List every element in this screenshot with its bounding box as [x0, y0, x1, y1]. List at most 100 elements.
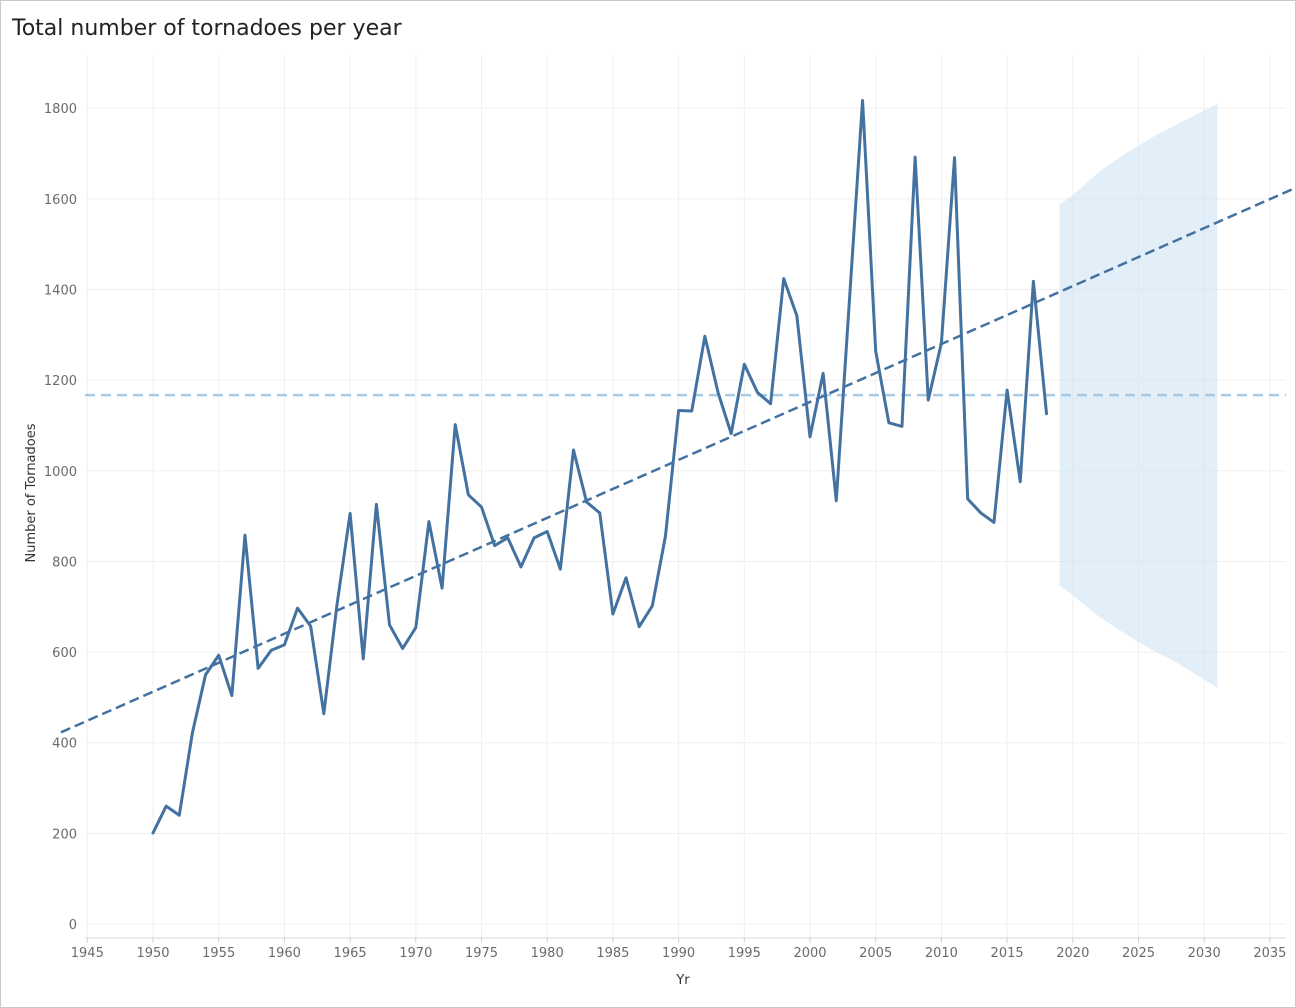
x-tick-label: 1985 [596, 946, 629, 961]
x-tick-label: 1965 [334, 946, 367, 961]
data-point [441, 587, 444, 590]
x-tick-label: 1955 [202, 946, 235, 961]
y-axis-title: Number of Tornadoes [24, 423, 39, 562]
y-tick-label: 200 [52, 827, 77, 842]
forecast-band-layer [1059, 103, 1218, 688]
x-tick-label: 2030 [1188, 946, 1221, 961]
data-point [322, 712, 325, 715]
data-point [717, 391, 720, 394]
data-point [638, 625, 641, 628]
data-point [966, 497, 969, 500]
data-point [1045, 412, 1048, 415]
data-point [283, 643, 286, 646]
data-point [690, 409, 693, 412]
data-point [651, 604, 654, 607]
data-point [782, 277, 785, 280]
y-tick-label: 1000 [44, 465, 77, 480]
data-point [756, 391, 759, 394]
x-tick-label: 2005 [859, 946, 892, 961]
data-point [795, 314, 798, 317]
data-point [900, 425, 903, 428]
x-tick-label: 2015 [991, 946, 1024, 961]
data-point [887, 421, 890, 424]
data-point [730, 432, 733, 435]
data-point [427, 520, 430, 523]
y-tick-label: 1800 [44, 102, 77, 117]
data-point [519, 565, 522, 568]
data-point [230, 694, 233, 697]
data-point [874, 350, 877, 353]
x-tick-label: 1950 [136, 946, 169, 961]
data-point [349, 512, 352, 515]
data-point [585, 501, 588, 504]
y-tick-label: 800 [52, 555, 77, 570]
data-point [953, 156, 956, 159]
data-point [848, 299, 851, 302]
data-point [979, 511, 982, 514]
forecast-band [1059, 103, 1218, 688]
x-tick-label: 1945 [71, 946, 104, 961]
data-point [335, 603, 338, 606]
data-point [914, 156, 917, 159]
x-tick-label: 1995 [728, 946, 761, 961]
x-axis-title: Yr [675, 973, 690, 988]
x-tick-label: 2000 [793, 946, 826, 961]
data-point [546, 530, 549, 533]
data-point [362, 657, 365, 660]
data-point [191, 731, 194, 734]
data-point [611, 613, 614, 616]
data-point [165, 805, 168, 808]
series-layer [151, 99, 1049, 835]
data-point [1032, 280, 1035, 283]
data-point [861, 99, 864, 102]
x-tick-label: 2035 [1253, 946, 1286, 961]
y-tick-label: 1200 [44, 374, 77, 389]
data-point [822, 372, 825, 375]
data-point [375, 503, 378, 506]
x-tick-label: 2025 [1122, 946, 1155, 961]
data-point [506, 536, 509, 539]
data-point [940, 341, 943, 344]
x-tick-label: 1980 [531, 946, 564, 961]
x-tick-label: 2010 [925, 946, 958, 961]
data-point [467, 493, 470, 496]
data-point [309, 625, 312, 628]
data-point [664, 535, 667, 538]
y-tick-label: 1600 [44, 193, 77, 208]
y-tick-label: 600 [52, 646, 77, 661]
data-point [769, 402, 772, 405]
y-tick-label: 400 [52, 737, 77, 752]
data-point [559, 568, 562, 571]
data-point [270, 649, 273, 652]
data-point [992, 521, 995, 524]
data-point [257, 667, 260, 670]
x-axis-ticks: 1945 1950 1955 1960 1965 1970 1975 1980 1985 1990… [71, 938, 1286, 961]
x-tick-label: 1960 [268, 946, 301, 961]
data-point [178, 814, 181, 817]
chart-title: Total number of tornadoes per year [12, 16, 402, 41]
data-point [204, 673, 207, 676]
data-point [414, 626, 417, 629]
series-line [151, 99, 1049, 835]
data-point [1019, 480, 1022, 483]
data-point [598, 511, 601, 514]
data-point [572, 448, 575, 451]
data-point [625, 576, 628, 579]
data-point [217, 654, 220, 657]
data-point [677, 409, 680, 412]
data-point [152, 831, 155, 834]
data-point [480, 506, 483, 509]
data-point [296, 607, 299, 610]
data-point [401, 647, 404, 650]
y-tick-label: 1400 [44, 284, 77, 299]
data-point [493, 544, 496, 547]
x-tick-label: 1990 [662, 946, 695, 961]
data-point [743, 363, 746, 366]
data-point [533, 536, 536, 539]
x-tick-label: 1975 [465, 946, 498, 961]
data-point [1006, 389, 1009, 392]
y-tick-label: 0 [69, 918, 77, 933]
data-point [454, 423, 457, 426]
x-tick-label: 2020 [1056, 946, 1089, 961]
